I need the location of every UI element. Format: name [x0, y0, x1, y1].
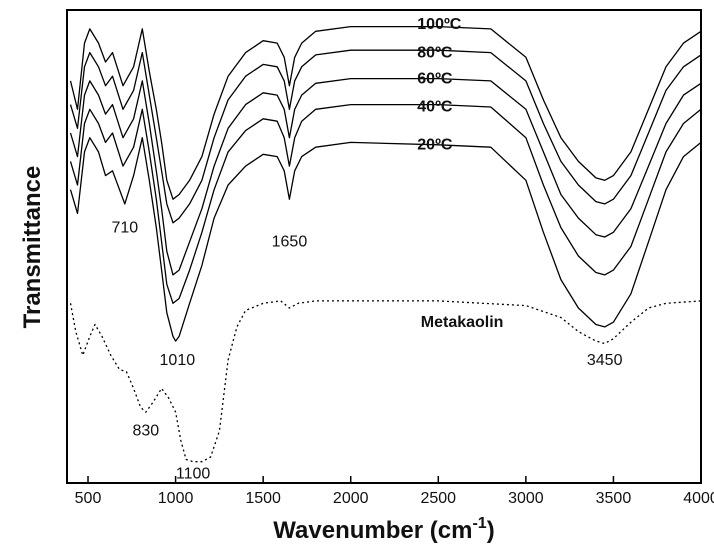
x-tick-label: 500	[75, 490, 102, 507]
series-line-60-c	[69, 77, 702, 276]
series-label-20-c: 20ºC	[417, 137, 453, 154]
peak-label-830: 830	[132, 423, 159, 440]
series-label-100-c: 100ºC	[417, 16, 462, 33]
peak-annotations: 710 1650 1010 830 1100 3450	[111, 219, 622, 482]
x-tick-label: 2000	[333, 490, 369, 507]
x-axis-title-close: )	[487, 517, 495, 544]
x-tick-label: 1500	[245, 490, 281, 507]
x-tick-label: 2500	[420, 490, 456, 507]
x-tick-label: 4000	[683, 490, 714, 507]
x-tick-label: 3500	[596, 490, 632, 507]
series-line-100-c	[69, 25, 702, 200]
series-line-40-c	[69, 103, 702, 304]
plot-frame	[66, 9, 702, 484]
peak-label-3450: 3450	[587, 352, 623, 369]
x-tick-label: 1000	[158, 490, 194, 507]
x-axis-title: Wavenumber (cm-1)	[273, 515, 494, 544]
series-line-20-c	[69, 137, 702, 342]
peak-label-1100: 1100	[176, 465, 211, 482]
series-line-metakaolin	[69, 300, 702, 463]
peak-label-1010: 1010	[160, 352, 196, 369]
peak-label-710: 710	[111, 219, 138, 236]
series-label-40-c: 40ºC	[417, 99, 453, 116]
series-label-60-c: 60ºC	[417, 70, 453, 87]
y-axis-title: Transmittance	[19, 166, 46, 329]
peak-label-1650: 1650	[272, 234, 308, 251]
series-line-80-c	[69, 49, 702, 224]
series-layer	[69, 25, 702, 463]
series-label-80-c: 80ºC	[417, 44, 453, 61]
series-labels: 100ºC 80ºC 60ºC 40ºC 20ºC Metakaolin	[417, 16, 503, 331]
series-label-metakaolin: Metakaolin	[421, 314, 504, 331]
x-tick-label: 3000	[508, 490, 544, 507]
x-axis-title-superscript: -1	[472, 515, 486, 532]
x-axis-ticks: 500 1000 1500 2000 2500 3000 3500 4000	[75, 476, 714, 507]
